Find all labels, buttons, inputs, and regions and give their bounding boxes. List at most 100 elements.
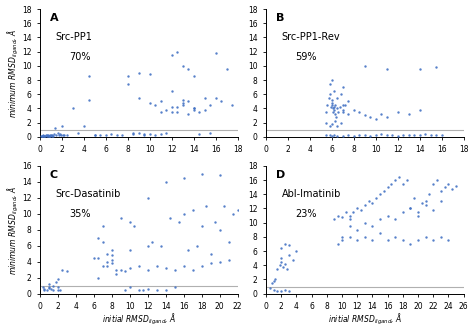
Point (334, 213, 342, 218)
Point (329, 109, 337, 115)
X-axis label: initial RMSD$_{ligand}$, Å: initial RMSD$_{ligand}$, Å (328, 312, 402, 327)
Point (157, 99, 164, 104)
Point (326, 81, 333, 86)
Point (377, 112, 385, 117)
Text: 59%: 59% (296, 53, 317, 63)
Point (162, 265, 170, 271)
Point (171, 267, 179, 272)
Point (90, 255, 98, 260)
Point (168, 109, 175, 115)
Point (350, 209, 357, 215)
Point (104, 259, 111, 264)
Point (337, 120, 345, 125)
Point (266, 285, 273, 291)
Point (54, 277, 62, 282)
Point (46, 132, 54, 137)
Point (429, 238, 437, 243)
Point (281, 287, 289, 293)
Point (334, 241, 342, 247)
Point (416, 107, 423, 113)
Point (338, 238, 346, 243)
Point (273, 288, 281, 293)
Point (179, 97, 187, 103)
Point (414, 238, 422, 243)
Point (331, 102, 339, 108)
Point (361, 220, 369, 225)
Point (277, 245, 285, 250)
Point (91, 132, 99, 137)
Point (180, 211, 188, 216)
Point (418, 200, 426, 205)
Point (324, 102, 331, 108)
Point (326, 124, 333, 129)
Point (173, 49, 181, 54)
Point (56, 288, 64, 293)
Point (346, 216, 354, 222)
Point (388, 181, 395, 186)
Point (341, 102, 349, 108)
Point (279, 264, 286, 269)
Point (326, 92, 333, 97)
Y-axis label: minimum RMSD$_{ligand}$, Å: minimum RMSD$_{ligand}$, Å (6, 185, 21, 274)
Point (328, 121, 336, 127)
Point (126, 265, 134, 271)
Point (42, 132, 50, 137)
Point (427, 132, 435, 137)
Point (55, 133, 63, 138)
Point (432, 133, 440, 138)
Point (135, 95, 143, 101)
Point (377, 131, 385, 137)
Point (399, 238, 407, 243)
Point (376, 231, 384, 236)
Point (361, 63, 369, 69)
Point (190, 106, 198, 111)
Point (361, 234, 369, 239)
Point (141, 132, 148, 137)
Point (45, 134, 53, 139)
Point (144, 267, 152, 272)
Point (195, 131, 203, 137)
Point (184, 112, 192, 117)
Point (346, 213, 354, 218)
Point (330, 107, 338, 113)
Point (54, 131, 61, 136)
Text: A: A (50, 13, 58, 23)
Point (173, 109, 181, 115)
Point (429, 207, 437, 212)
Point (422, 234, 429, 239)
Point (229, 211, 237, 216)
Point (108, 261, 116, 266)
Point (403, 177, 410, 183)
Point (212, 95, 219, 101)
Point (95, 235, 102, 240)
Point (184, 247, 192, 252)
Point (405, 133, 412, 138)
Point (334, 124, 341, 129)
Point (327, 104, 335, 110)
Point (117, 215, 125, 220)
Point (437, 199, 445, 204)
Point (410, 195, 418, 200)
Point (95, 255, 102, 260)
Point (373, 195, 380, 200)
Point (216, 227, 224, 232)
Point (168, 88, 175, 93)
Point (189, 267, 197, 272)
Point (53, 279, 60, 284)
Point (45, 285, 53, 290)
Point (394, 109, 401, 115)
Point (45, 285, 53, 291)
Point (60, 132, 68, 137)
Point (452, 183, 460, 188)
Point (184, 67, 192, 72)
Point (118, 133, 126, 138)
Text: B: B (276, 13, 284, 23)
Point (152, 102, 159, 108)
Point (328, 100, 336, 105)
Point (129, 131, 137, 137)
Point (277, 289, 285, 294)
Point (50, 284, 57, 289)
Point (171, 285, 179, 290)
Point (218, 99, 225, 104)
Point (135, 263, 143, 268)
